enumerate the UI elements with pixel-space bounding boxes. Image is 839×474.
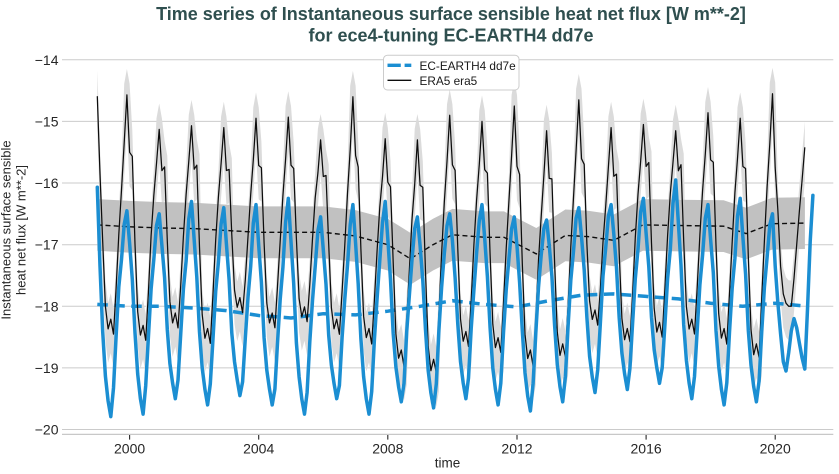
svg-text:Instantaneous surface sensible: Instantaneous surface sensible: [0, 140, 13, 319]
svg-text:−18: −18: [35, 298, 59, 314]
svg-text:−17: −17: [35, 237, 59, 253]
svg-text:2016: 2016: [631, 441, 662, 457]
svg-text:2008: 2008: [372, 441, 403, 457]
svg-text:−20: −20: [35, 422, 59, 438]
svg-text:heat net flux [W m**-2]: heat net flux [W m**-2]: [14, 165, 29, 295]
svg-text:−15: −15: [35, 113, 59, 129]
svg-text:2020: 2020: [760, 441, 791, 457]
svg-text:2004: 2004: [243, 441, 274, 457]
svg-text:Time series of Instantaneous s: Time series of Instantaneous surface sen…: [156, 4, 746, 24]
svg-text:EC-EARTH4 dd7e: EC-EARTH4 dd7e: [420, 59, 517, 73]
svg-text:−14: −14: [35, 52, 59, 68]
svg-text:2012: 2012: [501, 441, 532, 457]
svg-text:2000: 2000: [114, 441, 145, 457]
svg-text:−19: −19: [35, 360, 59, 376]
svg-text:time: time: [435, 456, 461, 471]
svg-text:ERA5 era5: ERA5 era5: [420, 74, 478, 88]
svg-text:for ece4-tuning EC-EARTH4 dd7e: for ece4-tuning EC-EARTH4 dd7e: [308, 26, 593, 46]
svg-text:−16: −16: [35, 175, 59, 191]
